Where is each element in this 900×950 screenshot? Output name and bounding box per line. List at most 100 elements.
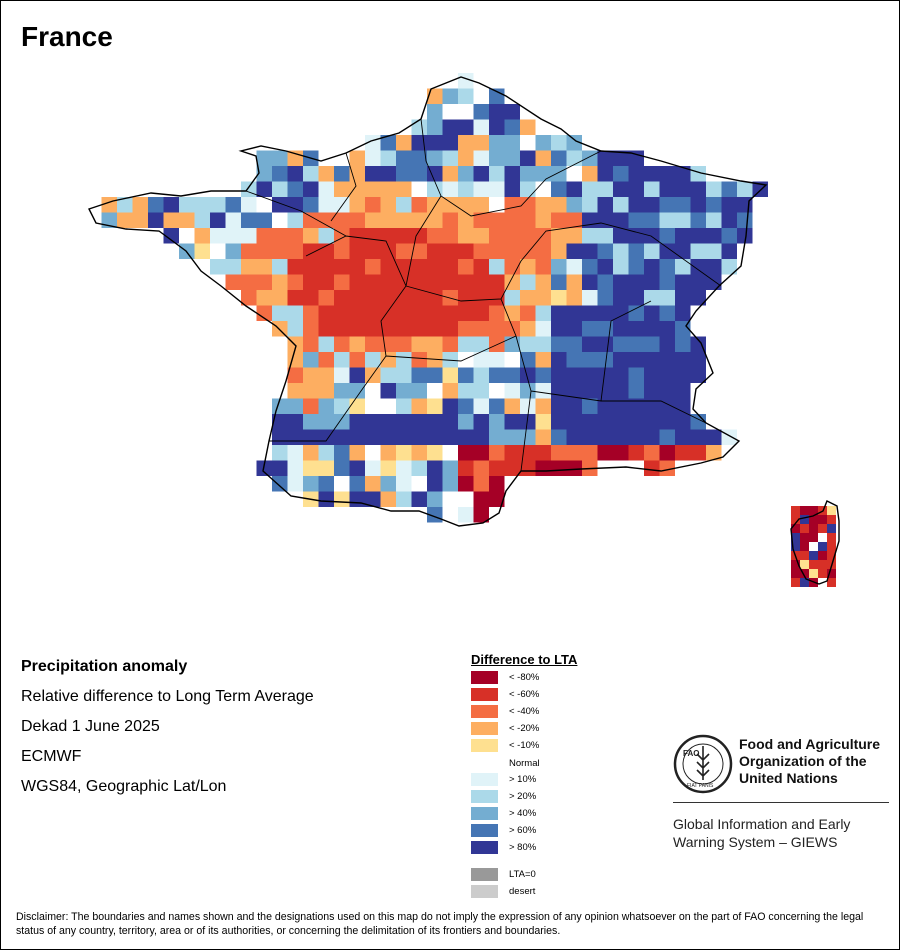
grid-cell [613, 259, 629, 275]
grid-cell [256, 305, 272, 321]
grid-cell [349, 398, 365, 414]
grid-cell [489, 119, 505, 135]
grid-cell [380, 321, 396, 337]
grid-cell [349, 476, 365, 492]
grid-cell [489, 88, 505, 104]
grid-cell [318, 212, 334, 228]
grid-cell [628, 336, 644, 352]
grid-cell [427, 476, 443, 492]
grid-cell [380, 135, 396, 151]
grid-cell [442, 243, 458, 259]
grid-cell [365, 398, 381, 414]
grid-cell [179, 197, 195, 213]
grid-cell [827, 551, 836, 560]
grid-cell [303, 398, 319, 414]
grid-cell [613, 383, 629, 399]
grid-cell [303, 228, 319, 244]
legend-swatch [471, 671, 498, 684]
grid-cell [597, 367, 613, 383]
grid-cell [287, 383, 303, 399]
grid-cell [504, 104, 520, 120]
product-title: Precipitation anomaly [21, 658, 188, 675]
grid-cell [489, 104, 505, 120]
grid-cell [473, 321, 489, 337]
grid-cell [458, 476, 474, 492]
legend-title: Difference to LTA [471, 652, 578, 667]
grid-cell [349, 445, 365, 461]
grid-cell [256, 197, 272, 213]
grid-cell [442, 321, 458, 337]
legend-label: < -80% [509, 672, 540, 683]
grid-cell [318, 445, 334, 461]
grid-cell [241, 259, 257, 275]
grid-cell [551, 445, 567, 461]
grid-cell [256, 259, 272, 275]
grid-cell [520, 398, 536, 414]
grid-cell [473, 228, 489, 244]
grid-cell [473, 305, 489, 321]
grid-cell [706, 243, 722, 259]
grid-cell [597, 305, 613, 321]
grid-cell [303, 181, 319, 197]
grid-cell [473, 476, 489, 492]
grid-cell [318, 166, 334, 182]
grid-cell [225, 259, 241, 275]
grid-cell [148, 197, 164, 213]
grid-cell [411, 383, 427, 399]
grid-cell [396, 166, 412, 182]
grid-cell [287, 367, 303, 383]
legend-swatch [471, 705, 498, 718]
grid-cell [535, 305, 551, 321]
grid-cell [504, 135, 520, 151]
grid-cell [396, 150, 412, 166]
grid-cell [535, 259, 551, 275]
grid-cell [489, 429, 505, 445]
organization-name-line2: Organization of the [739, 753, 867, 769]
grid-cell [411, 119, 427, 135]
grid-cell [163, 212, 179, 228]
grid-cell [365, 476, 381, 492]
grid-cell [827, 524, 836, 533]
grid-cell [520, 135, 536, 151]
grid-cell [504, 383, 520, 399]
grid-cell [334, 336, 350, 352]
grid-cell [613, 398, 629, 414]
grid-cell [241, 212, 257, 228]
legend-label: < -20% [509, 723, 540, 734]
grid-cell [520, 166, 536, 182]
grid-cell [800, 533, 809, 542]
fao-logo-letters: FAO [683, 749, 699, 758]
france-border [88, 76, 768, 527]
legend-label: < -40% [509, 706, 540, 717]
grid-cell [272, 290, 288, 306]
grid-cell [272, 429, 288, 445]
grid-cell [349, 290, 365, 306]
grid-cell [659, 460, 675, 476]
grid-cell [318, 367, 334, 383]
giews-name-line1: Global Information and Early [673, 816, 851, 832]
grid-cell [551, 243, 567, 259]
grid-cell [194, 197, 210, 213]
grid-cell [644, 383, 660, 399]
grid-cell [535, 336, 551, 352]
grid-cell [504, 336, 520, 352]
grid-cell [318, 476, 334, 492]
grid-cell [791, 560, 800, 569]
grid-cell [800, 506, 809, 515]
grid-cell [411, 197, 427, 213]
grid-cell [597, 383, 613, 399]
grid-cell [334, 367, 350, 383]
grid-cell [504, 166, 520, 182]
grid-cell [442, 507, 458, 523]
grid-cell [380, 429, 396, 445]
grid-cell [318, 460, 334, 476]
grid-cell [809, 551, 818, 560]
grid-cell [597, 181, 613, 197]
grid-cell [411, 491, 427, 507]
grid-cell [644, 259, 660, 275]
grid-cell [504, 212, 520, 228]
grid-cell [303, 367, 319, 383]
grid-cell [489, 290, 505, 306]
grid-cell [132, 212, 148, 228]
grid-cell [349, 305, 365, 321]
